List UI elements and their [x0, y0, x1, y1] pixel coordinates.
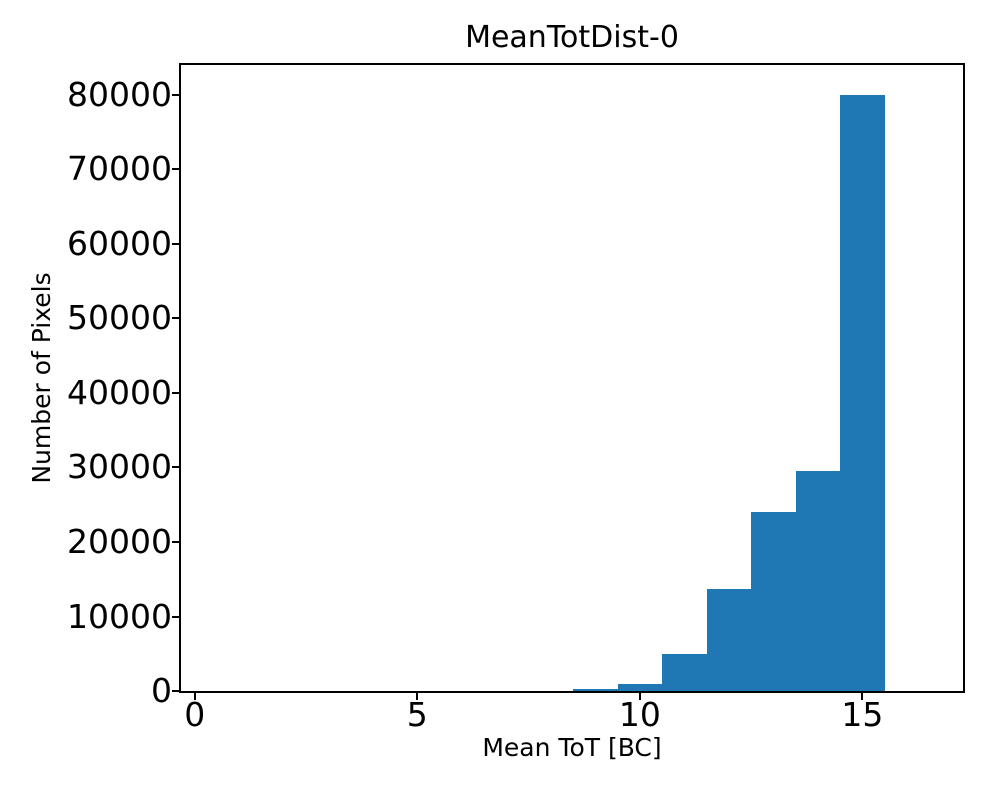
x-tick-mark: [193, 693, 196, 700]
y-tick-label: 0: [151, 671, 172, 710]
x-tick-label: 10: [618, 695, 661, 734]
y-tick-label: 60000: [67, 223, 172, 263]
histogram-bar: [795, 471, 841, 691]
y-tick-label: 30000: [67, 447, 172, 487]
plot-area: [179, 63, 965, 693]
x-tick-mark: [861, 693, 864, 700]
y-tick-label: 10000: [67, 596, 172, 636]
y-tick-mark: [172, 168, 179, 171]
y-tick-label: 40000: [67, 372, 172, 412]
histogram-bar: [662, 653, 707, 691]
histogram-bar: [840, 94, 885, 691]
y-tick-mark: [172, 466, 179, 469]
histogram-bar: [617, 683, 663, 691]
y-tick-mark: [172, 391, 179, 394]
x-tick-mark: [638, 693, 641, 700]
histogram-bar: [573, 689, 618, 691]
y-tick-label: 20000: [67, 522, 172, 561]
histogram-bar: [751, 512, 796, 691]
x-tick-label: 5: [406, 695, 428, 734]
x-tick-label: 0: [184, 695, 206, 734]
x-tick-mark: [416, 693, 419, 700]
x-axis-label: Mean ToT [BC]: [482, 733, 662, 762]
y-tick-mark: [172, 93, 179, 96]
y-tick-mark: [172, 242, 179, 245]
y-tick-mark: [172, 541, 179, 543]
x-tick-label: 15: [841, 695, 884, 734]
y-tick-mark: [172, 690, 179, 692]
y-tick-label: 50000: [67, 298, 172, 338]
y-tick-mark: [172, 615, 179, 618]
y-tick-label: 70000: [67, 149, 172, 189]
chart-title: MeanTotDist-0: [465, 20, 679, 55]
histogram-bar: [706, 588, 752, 691]
y-tick-mark: [172, 317, 179, 320]
y-tick-label: 80000: [67, 74, 172, 114]
